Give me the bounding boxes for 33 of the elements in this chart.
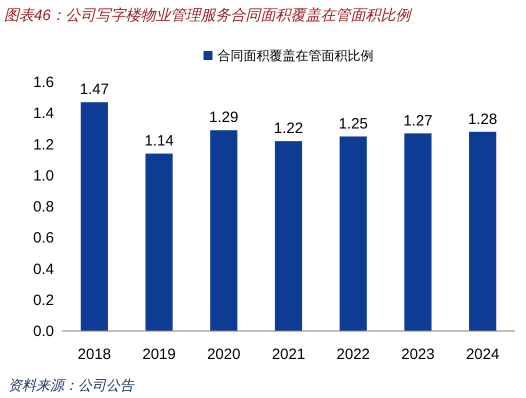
y-tick-label: 1.4 bbox=[33, 105, 54, 122]
y-tick-label: 0.4 bbox=[33, 260, 54, 278]
y-tick-label: 1.0 bbox=[33, 167, 54, 184]
bar bbox=[210, 130, 238, 331]
data-label: 1.28 bbox=[468, 110, 498, 128]
x-tick-label: 2020 bbox=[207, 346, 240, 363]
y-tick-label: 0.6 bbox=[33, 230, 54, 247]
bar bbox=[340, 136, 367, 331]
title: 图表46：公司写字楼物业管理服务合同面积覆盖在管面积比例 bbox=[4, 7, 411, 24]
text: 资料来源：公司公告 bbox=[8, 377, 135, 393]
x-tick-label: 2022 bbox=[336, 346, 370, 363]
data-label: 1.47 bbox=[80, 81, 109, 98]
y-tick-label: 1.6 bbox=[33, 74, 54, 91]
y-tick-label: 0.0 bbox=[33, 323, 54, 340]
x-tick-label: 2024 bbox=[466, 346, 500, 363]
data-label: 1.14 bbox=[144, 132, 174, 150]
bar bbox=[145, 154, 173, 331]
x-tick-label: 2019 bbox=[142, 346, 176, 363]
y-tick-label: 0.2 bbox=[33, 292, 54, 309]
y-tick-label: 0.8 bbox=[33, 198, 54, 216]
bar bbox=[274, 141, 302, 331]
data-label: 1.25 bbox=[338, 115, 368, 132]
x-tick-label: 2023 bbox=[401, 346, 435, 363]
bar bbox=[80, 102, 108, 331]
data-label: 1.27 bbox=[403, 112, 433, 130]
bar bbox=[404, 133, 432, 331]
data-label: 1.29 bbox=[209, 109, 238, 126]
x-tick-label: 2018 bbox=[78, 346, 112, 363]
bar bbox=[469, 132, 496, 331]
y-tick-label: 1.2 bbox=[33, 136, 54, 154]
x-tick-label: 2021 bbox=[272, 346, 306, 363]
data-label: 1.22 bbox=[274, 120, 304, 138]
legend-label: 合同面积覆盖在管面积比例 bbox=[218, 48, 374, 63]
